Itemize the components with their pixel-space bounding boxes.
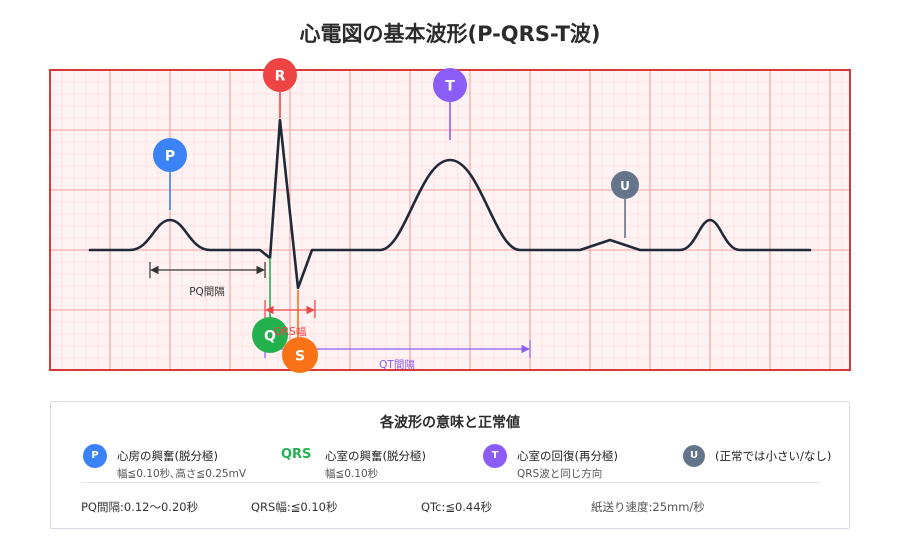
legend-title: 各波形の意味と正常値	[380, 415, 520, 431]
legend-main-t: 心室の回復(再分極)	[517, 449, 618, 463]
legend-item-qrs: QRS 心室の興奮(脱分極) 幅≦0.10秒	[281, 444, 481, 484]
footer-qrs-width: QRS幅:≦0.10秒	[251, 500, 338, 514]
t-wave-marker: T	[433, 68, 467, 102]
legend-divider	[81, 482, 821, 483]
ecg-diagram: PQ間隔 QT間隔 P R T U Q	[49, 58, 851, 373]
r-wave-marker: R	[263, 58, 297, 92]
p-wave-letter: P	[165, 149, 175, 165]
ecg-svg: PQ間隔 QT間隔 P R T U Q	[49, 58, 851, 373]
u-wave-letter: U	[620, 179, 630, 193]
s-wave-letter: S	[295, 349, 305, 365]
footer-paper-speed: 紙送り速度:25mm/秒	[591, 500, 705, 514]
legend-item-p: P 心房の興奮(脱分極) 幅≦0.10秒､高さ≦0.25mV	[83, 444, 283, 484]
ecg-trace	[88, 118, 812, 290]
qrs-width-label: QRS幅	[274, 325, 307, 338]
footer-qtc: QTc:≦0.44秒	[421, 500, 493, 514]
legend-main-p: 心房の興奮(脱分極)	[117, 449, 218, 463]
legend-main-qrs: 心室の興奮(脱分極)	[325, 449, 426, 463]
p-wave-marker: P	[153, 138, 187, 172]
legend-item-t: T 心室の回復(再分極) QRS波と同じ方向	[483, 444, 683, 484]
legend-badge-p: P	[83, 444, 107, 468]
legend-sub-p: 幅≦0.10秒､高さ≦0.25mV	[117, 468, 247, 480]
legend-main-u: (正常では小さい/なし)	[715, 449, 832, 463]
r-wave-letter: R	[275, 69, 286, 85]
q-wave-marker: Q	[252, 317, 288, 353]
u-wave-marker: U	[611, 171, 639, 199]
legend-item-u: U (正常では小さい/なし)	[683, 444, 848, 484]
qt-interval-label: QT間隔	[379, 359, 415, 371]
legend-sub-qrs: 幅≦0.10秒	[325, 468, 379, 480]
legend-badge-u: U	[683, 445, 705, 467]
s-wave-marker: S	[282, 337, 318, 373]
q-wave-letter: Q	[264, 329, 276, 345]
legend-badge-qrs: QRS	[281, 447, 312, 462]
t-wave-letter: T	[445, 79, 455, 95]
legend-badge-t: T	[483, 444, 507, 468]
footer-pq-interval: PQ間隔:0.12〜0.20秒	[81, 500, 199, 514]
pq-interval-label: PQ間隔	[189, 286, 225, 298]
legend-panel: 各波形の意味と正常値 P 心房の興奮(脱分極) 幅≦0.10秒､高さ≦0.25m…	[50, 401, 850, 529]
page-title: 心電図の基本波形(P-QRS-T波)	[299, 22, 601, 46]
legend-sub-t: QRS波と同じ方向	[517, 468, 603, 480]
